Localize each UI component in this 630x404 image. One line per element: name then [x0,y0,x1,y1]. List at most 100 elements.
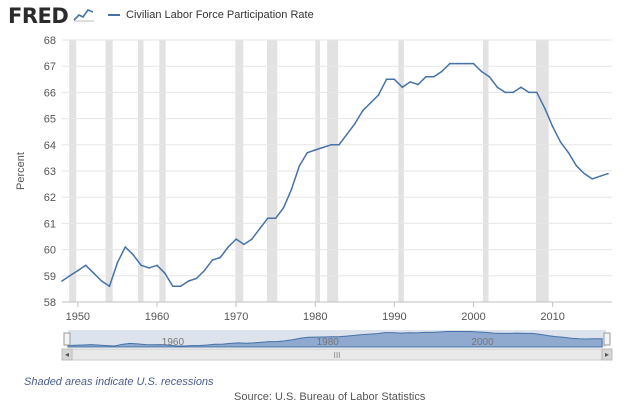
x-tick-label: 1950 [66,311,90,323]
y-tick-label: 65 [44,114,56,126]
data-point [607,172,609,175]
scrollbar-right-arrow-button[interactable] [601,348,613,361]
data-point [551,125,554,128]
x-tick-label: 1960 [145,311,169,323]
data-point [203,269,206,272]
y-tick-label: 67 [44,61,56,73]
data-point [92,272,95,274]
data-point [504,91,506,94]
data-point [425,75,427,78]
x-tick-label: 1990 [382,311,406,323]
data-point [235,238,237,240]
y-tick-label: 63 [44,166,56,178]
legend-label: Civilian Labor Force Participation Rate [126,9,314,21]
data-point [259,227,261,230]
data-point [132,254,135,256]
data-point [314,149,317,151]
chart-legend[interactable]: Civilian Labor Force Participation Rate [108,9,314,21]
data-point [536,91,538,94]
scrollbar-left-arrow-button[interactable] [61,348,73,361]
data-point [528,91,530,94]
data-point [409,81,412,83]
data-point [330,144,332,146]
scrollbar-grip-icon: III [333,351,340,360]
series-line[interactable] [61,62,609,288]
data-point [543,107,546,109]
y-tick-label: 61 [44,218,56,230]
x-tick-label: 2010 [540,311,564,323]
data-point [472,62,475,65]
x-tick-label: 2000 [461,311,485,323]
data-point [441,70,443,73]
chart-header: FRED Civilian Labor Force Participation … [0,0,630,32]
chevron-left-icon: ◂ [65,350,69,359]
data-point [393,78,396,81]
fred-logo[interactable]: FRED [8,4,69,28]
data-point [385,78,388,81]
navigator-label: 1980 [317,337,340,348]
data-point [401,86,404,88]
data-point [156,264,158,267]
data-point [361,109,364,112]
data-point [219,256,222,259]
data-point [512,91,514,94]
y-tick-label: 58 [44,297,56,309]
data-point [599,175,601,178]
data-point [179,285,182,288]
data-point [417,83,419,86]
data-point [354,123,356,125]
y-tick-label: 64 [44,140,56,152]
data-point [369,102,372,104]
data-point [520,86,522,88]
scrollbar-thumb[interactable] [74,350,600,359]
data-point [266,217,269,219]
data-point [164,272,166,274]
data-point [100,280,103,282]
data-point [338,144,340,146]
data-point [227,246,229,248]
data-point [77,269,79,272]
data-point [591,178,594,180]
data-point [298,164,301,167]
data-point [377,94,380,96]
data-point [116,261,119,264]
navigator-right-handle[interactable] [603,332,611,346]
data-point [195,277,198,280]
data-point [61,280,63,282]
data-point [567,151,570,154]
y-tick-label: 60 [44,245,56,257]
data-point [575,164,578,167]
data-point [211,259,214,261]
line-chart-icon [73,6,95,22]
navigator-series-area [67,331,603,348]
data-point [187,280,190,282]
data-point [290,188,293,191]
data-point [464,62,467,65]
data-point [69,275,71,277]
data-point [583,172,586,175]
y-tick-label: 66 [44,87,56,99]
data-point [124,246,127,248]
data-point [480,70,483,73]
navigator-left-handle[interactable] [63,332,71,346]
data-point [322,146,324,149]
data-point [559,141,562,143]
data-point [171,285,174,288]
data-point [496,86,499,88]
data-point [140,264,142,267]
data-point [243,243,245,246]
data-point [488,75,491,78]
navigator-label: 2000 [471,337,494,348]
data-point [433,75,435,78]
x-tick-label: 1970 [224,311,248,323]
y-axis-title: Percent [15,152,27,190]
data-point [84,264,87,267]
data-point [148,267,150,269]
y-tick-label: 59 [44,271,56,283]
x-tick-label: 1980 [303,311,327,323]
recession-note: Shaded areas indicate U.S. recessions [24,376,214,388]
source-credit: Source: U.S. Bureau of Labor Statistics [234,391,426,403]
chevron-right-icon: ▸ [605,350,609,359]
data-point [282,206,285,209]
